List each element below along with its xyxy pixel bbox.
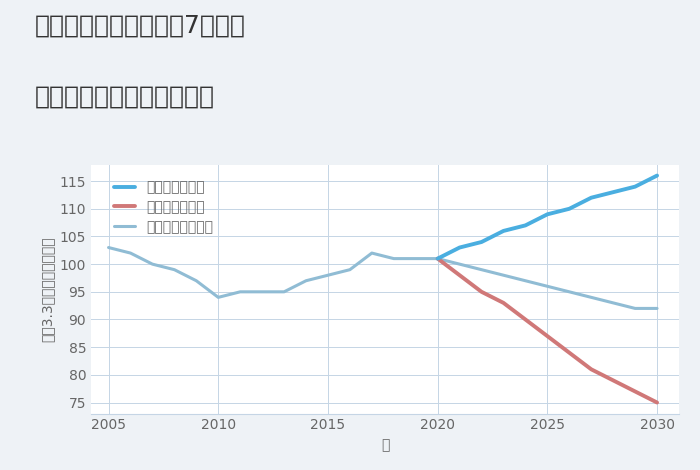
Line: ノーマルシナリオ: ノーマルシナリオ <box>438 258 657 308</box>
バッドシナリオ <box>565 350 573 355</box>
バッドシナリオ <box>522 317 530 322</box>
グッドシナリオ <box>522 223 530 228</box>
ノーマルシナリオ <box>477 267 486 273</box>
バッドシナリオ <box>433 256 442 261</box>
Line: バッドシナリオ: バッドシナリオ <box>438 258 657 402</box>
グッドシナリオ <box>456 245 464 251</box>
グッドシナリオ <box>609 189 617 195</box>
Y-axis label: 坪（3.3㎡）単価（万円）: 坪（3.3㎡）単価（万円） <box>40 236 54 342</box>
ノーマルシナリオ <box>433 256 442 261</box>
ノーマルシナリオ <box>653 306 662 311</box>
グッドシナリオ <box>499 228 508 234</box>
バッドシナリオ <box>477 289 486 295</box>
ノーマルシナリオ <box>565 289 573 295</box>
ノーマルシナリオ <box>522 278 530 283</box>
Legend: グッドシナリオ, バッドシナリオ, ノーマルシナリオ: グッドシナリオ, バッドシナリオ, ノーマルシナリオ <box>110 176 217 238</box>
ノーマルシナリオ <box>587 295 596 300</box>
Line: グッドシナリオ: グッドシナリオ <box>438 176 657 258</box>
Text: 三重県名張市桔梗が丘7番町の: 三重県名張市桔梗が丘7番町の <box>35 14 246 38</box>
バッドシナリオ <box>631 389 639 394</box>
X-axis label: 年: 年 <box>381 438 389 452</box>
バッドシナリオ <box>653 400 662 405</box>
バッドシナリオ <box>609 377 617 383</box>
バッドシナリオ <box>456 273 464 278</box>
ノーマルシナリオ <box>543 283 552 289</box>
Text: 中古マンションの価格推移: 中古マンションの価格推移 <box>35 85 215 109</box>
グッドシナリオ <box>433 256 442 261</box>
グッドシナリオ <box>543 212 552 217</box>
ノーマルシナリオ <box>609 300 617 306</box>
ノーマルシナリオ <box>499 273 508 278</box>
グッドシナリオ <box>587 195 596 201</box>
グッドシナリオ <box>631 184 639 189</box>
バッドシナリオ <box>499 300 508 306</box>
グッドシナリオ <box>477 239 486 245</box>
バッドシナリオ <box>543 333 552 339</box>
バッドシナリオ <box>587 367 596 372</box>
グッドシナリオ <box>653 173 662 179</box>
ノーマルシナリオ <box>456 261 464 267</box>
ノーマルシナリオ <box>631 306 639 311</box>
グッドシナリオ <box>565 206 573 212</box>
